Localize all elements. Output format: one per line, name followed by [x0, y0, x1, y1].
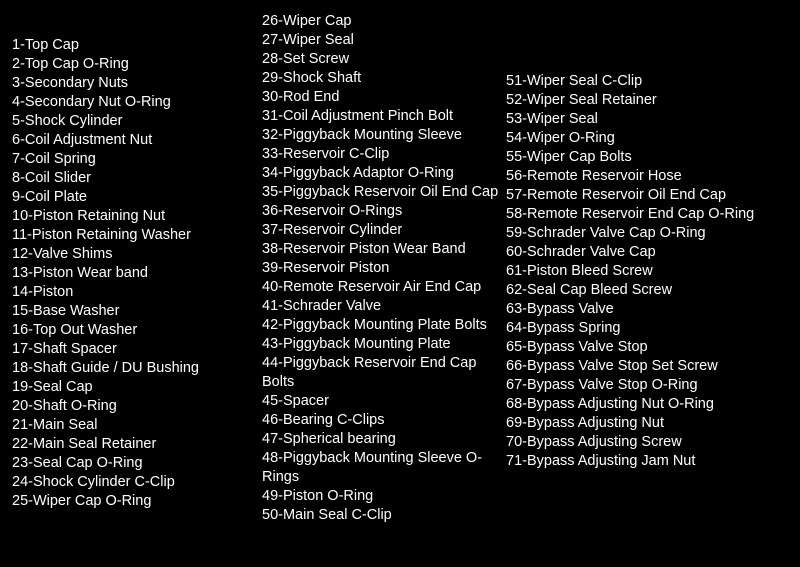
parts-list-item: 38-Reservoir Piston Wear Band — [262, 240, 506, 259]
parts-list-item: 21-Main Seal — [12, 416, 262, 435]
parts-list-item: 18-Shaft Guide / DU Bushing — [12, 359, 262, 378]
parts-list-item: 23-Seal Cap O-Ring — [12, 454, 262, 473]
parts-list-item: 56-Remote Reservoir Hose — [506, 167, 790, 186]
parts-list-item: 15-Base Washer — [12, 302, 262, 321]
parts-list-item: 57-Remote Reservoir Oil End Cap — [506, 186, 790, 205]
parts-list-item: 42-Piggyback Mounting Plate Bolts — [262, 316, 506, 335]
parts-list-item: 20-Shaft O-Ring — [12, 397, 262, 416]
parts-list-item: 49-Piston O-Ring — [262, 487, 506, 506]
parts-list-item: 25-Wiper Cap O-Ring — [12, 492, 262, 511]
parts-list-item: 44-Piggyback Reservoir End Cap Bolts — [262, 354, 506, 392]
parts-list-item: 16-Top Out Washer — [12, 321, 262, 340]
parts-list-item: 61-Piston Bleed Screw — [506, 262, 790, 281]
parts-list-item: 22-Main Seal Retainer — [12, 435, 262, 454]
parts-list-item: 62-Seal Cap Bleed Screw — [506, 281, 790, 300]
parts-list-item: 6-Coil Adjustment Nut — [12, 131, 262, 150]
parts-list-item: 29-Shock Shaft — [262, 69, 506, 88]
parts-list-item: 3-Secondary Nuts — [12, 74, 262, 93]
parts-list-item: 9-Coil Plate — [12, 188, 262, 207]
parts-list-item: 39-Reservoir Piston — [262, 259, 506, 278]
parts-list-item: 58-Remote Reservoir End Cap O-Ring — [506, 205, 790, 224]
parts-list-item: 26-Wiper Cap — [262, 12, 506, 31]
parts-list-item: 1-Top Cap — [12, 36, 262, 55]
parts-list-item: 50-Main Seal C-Clip — [262, 506, 506, 525]
parts-list-item: 43-Piggyback Mounting Plate — [262, 335, 506, 354]
parts-list-item: 65-Bypass Valve Stop — [506, 338, 790, 357]
parts-list-container: 1-Top Cap2-Top Cap O-Ring3-Secondary Nut… — [0, 0, 800, 525]
parts-list-item: 55-Wiper Cap Bolts — [506, 148, 790, 167]
parts-list-item: 14-Piston — [12, 283, 262, 302]
parts-list-item: 19-Seal Cap — [12, 378, 262, 397]
parts-list-item: 71-Bypass Adjusting Jam Nut — [506, 452, 790, 471]
parts-list-item: 45-Spacer — [262, 392, 506, 411]
parts-list-item: 2-Top Cap O-Ring — [12, 55, 262, 74]
parts-list-item: 41-Schrader Valve — [262, 297, 506, 316]
parts-list-item: 64-Bypass Spring — [506, 319, 790, 338]
parts-list-item: 5-Shock Cylinder — [12, 112, 262, 131]
parts-list-item: 30-Rod End — [262, 88, 506, 107]
parts-list-item: 28-Set Screw — [262, 50, 506, 69]
parts-list-item: 52-Wiper Seal Retainer — [506, 91, 790, 110]
parts-list-item: 69-Bypass Adjusting Nut — [506, 414, 790, 433]
parts-list-item: 53-Wiper Seal — [506, 110, 790, 129]
parts-list-item: 32-Piggyback Mounting Sleeve — [262, 126, 506, 145]
parts-list-item: 63-Bypass Valve — [506, 300, 790, 319]
parts-column-3: 51-Wiper Seal C-Clip52-Wiper Seal Retain… — [506, 72, 790, 471]
parts-list-item: 60-Schrader Valve Cap — [506, 243, 790, 262]
parts-list-item: 59-Schrader Valve Cap O-Ring — [506, 224, 790, 243]
parts-list-item: 33-Reservoir C-Clip — [262, 145, 506, 164]
parts-list-item: 35-Piggyback Reservoir Oil End Cap — [262, 183, 506, 202]
parts-list-item: 54-Wiper O-Ring — [506, 129, 790, 148]
parts-list-item: 7-Coil Spring — [12, 150, 262, 169]
parts-list-item: 66-Bypass Valve Stop Set Screw — [506, 357, 790, 376]
parts-list-item: 11-Piston Retaining Washer — [12, 226, 262, 245]
parts-list-item: 24-Shock Cylinder C-Clip — [12, 473, 262, 492]
parts-list-item: 37-Reservoir Cylinder — [262, 221, 506, 240]
parts-list-item: 67-Bypass Valve Stop O-Ring — [506, 376, 790, 395]
parts-list-item: 68-Bypass Adjusting Nut O-Ring — [506, 395, 790, 414]
parts-list-item: 34-Piggyback Adaptor O-Ring — [262, 164, 506, 183]
parts-list-item: 47-Spherical bearing — [262, 430, 506, 449]
parts-list-item: 4-Secondary Nut O-Ring — [12, 93, 262, 112]
parts-list-item: 40-Remote Reservoir Air End Cap — [262, 278, 506, 297]
parts-list-item: 70-Bypass Adjusting Screw — [506, 433, 790, 452]
parts-column-2: 26-Wiper Cap27-Wiper Seal28-Set Screw29-… — [262, 12, 506, 525]
parts-list-item: 8-Coil Slider — [12, 169, 262, 188]
parts-list-item: 31-Coil Adjustment Pinch Bolt — [262, 107, 506, 126]
parts-list-item: 48-Piggyback Mounting Sleeve O-Rings — [262, 449, 506, 487]
parts-list-item: 10-Piston Retaining Nut — [12, 207, 262, 226]
parts-list-item: 12-Valve Shims — [12, 245, 262, 264]
parts-column-1: 1-Top Cap2-Top Cap O-Ring3-Secondary Nut… — [12, 36, 262, 511]
parts-list-item: 51-Wiper Seal C-Clip — [506, 72, 790, 91]
parts-list-item: 36-Reservoir O-Rings — [262, 202, 506, 221]
parts-list-item: 13-Piston Wear band — [12, 264, 262, 283]
parts-list-item: 17-Shaft Spacer — [12, 340, 262, 359]
parts-list-item: 27-Wiper Seal — [262, 31, 506, 50]
parts-list-item: 46-Bearing C-Clips — [262, 411, 506, 430]
